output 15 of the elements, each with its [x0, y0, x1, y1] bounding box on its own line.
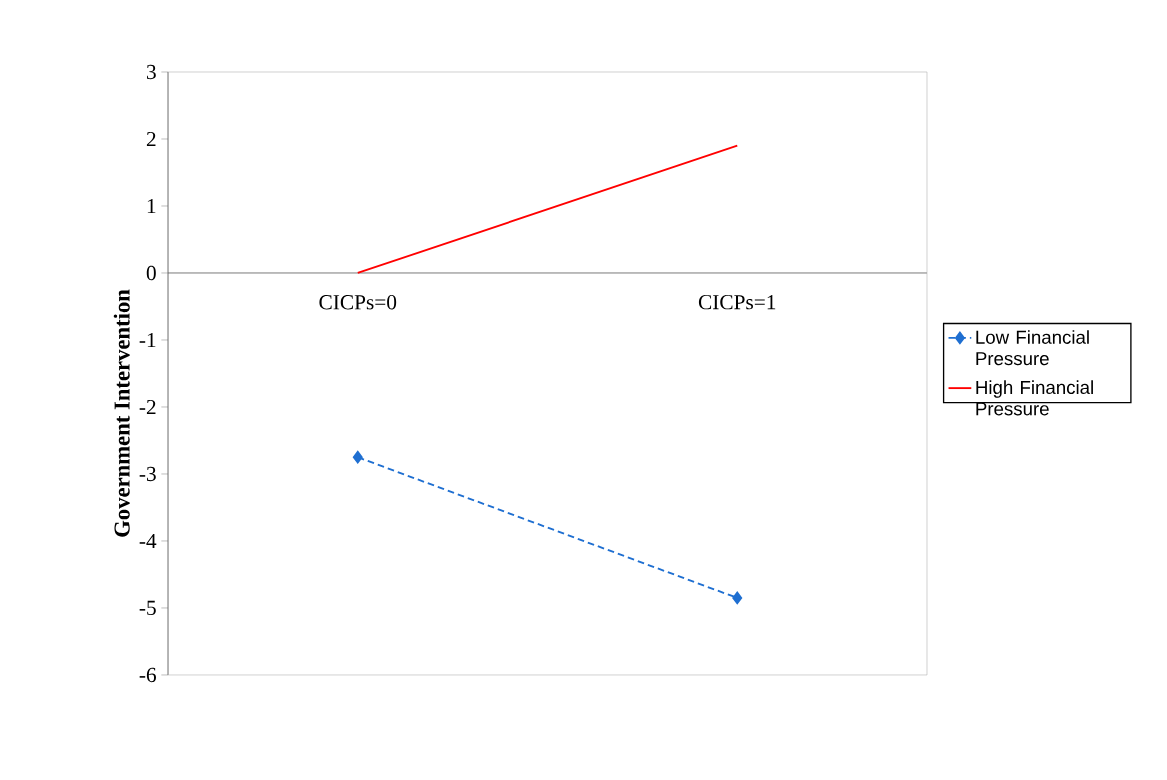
legend-label: High Financial Pressure: [976, 380, 1093, 416]
y-tick-label: -5: [139, 600, 156, 616]
x-tick-label: CICPs=1: [698, 295, 776, 310]
legend-label: Low Financial Pressure: [976, 330, 1089, 366]
x-tick-label: CICPs=0: [319, 295, 397, 310]
y-tick-label: -4: [139, 533, 157, 548]
y-tick-label: 2: [146, 131, 156, 147]
y-tick-label: -1: [139, 332, 156, 347]
y-tick-label: -2: [139, 399, 156, 415]
y-tick-label: 3: [146, 64, 156, 80]
y-tick-label: -3: [139, 466, 156, 482]
y-axis-title: Government Intervention: [113, 289, 130, 537]
y-tick-label: -6: [139, 667, 157, 683]
y-tick-label: 1: [147, 198, 156, 214]
y-tick-label: 0: [146, 265, 156, 281]
